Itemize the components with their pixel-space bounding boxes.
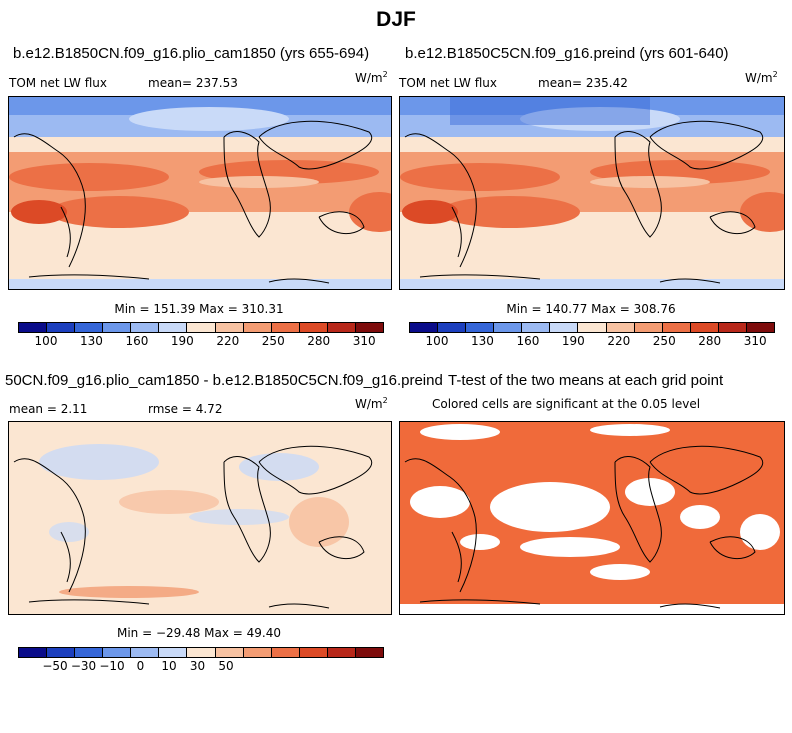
mean-top-left: mean= 237.53 (148, 76, 238, 90)
colorbar-swatch (103, 648, 132, 657)
colorbar-tick-label: 280 (307, 334, 331, 348)
colorbar-tick-label: 100 (34, 334, 58, 348)
colorbar-swatch (327, 323, 356, 332)
colorbar-swatch (355, 648, 384, 657)
colorbar-swatch (215, 323, 244, 332)
colorbar-tick-label: 190 (170, 334, 194, 348)
panel-subtitle-bottom-right: Colored cells are significant at the 0.0… (432, 397, 701, 411)
panel-title-top-left: b.e12.B1850CN.f09_g16.plio_cam1850 (yrs … (13, 45, 370, 62)
colorbar-swatch (662, 323, 691, 332)
map-bottom-left (8, 421, 392, 615)
colorbar-tick-label: 160 (516, 334, 540, 348)
difference-field (9, 422, 391, 614)
panel-title-top-right: b.e12.B1850C5CN.f09_g16.preind (yrs 601-… (405, 45, 729, 62)
colorbar-tick-label: 220 (216, 334, 240, 348)
colorbar-tick-label: 310 (743, 334, 767, 348)
colorbar-swatch (327, 648, 356, 657)
colorbar-swatch (243, 648, 272, 657)
colorbar-swatch (215, 648, 244, 657)
colorbar-swatch (299, 648, 328, 657)
colorbar-swatch (75, 323, 104, 332)
map-bottom-right (399, 421, 785, 615)
colorbar-tick-label: −10 (99, 659, 125, 673)
colorbar-swatch (494, 323, 523, 332)
colorbar-tick-label: 50 (218, 659, 234, 673)
colorbar-swatch (131, 323, 160, 332)
units-top-right: W/m2 (745, 70, 778, 85)
significance-field (400, 422, 784, 614)
colorbar-swatch (159, 323, 188, 332)
panel-label-top-left: TOM net LW flux (9, 76, 107, 90)
colorbar-swatch (75, 648, 104, 657)
colorbar-swatch (187, 648, 216, 657)
colorbar-swatch (243, 323, 272, 332)
colorbar-swatch (131, 648, 160, 657)
colorbar-swatch (522, 323, 551, 332)
colorbar-swatch (19, 648, 48, 657)
colorbar-top-right (409, 322, 775, 333)
figure-title: DJF (376, 8, 416, 31)
colorbar-swatch (187, 323, 216, 332)
colorbar-swatch (410, 323, 439, 332)
colorbar-swatch (578, 323, 607, 332)
colorbar-tick-label: 220 (607, 334, 631, 348)
colorbar-swatch (103, 323, 132, 332)
mean-bottom-left: mean = 2.11 (9, 402, 88, 416)
colorbar-tick-label: 100 (425, 334, 449, 348)
colorbar-tick-label: 190 (561, 334, 585, 348)
colorbar-tick-label: −30 (70, 659, 97, 673)
colorbar-swatch (466, 323, 495, 332)
colorbar-swatch (634, 323, 663, 332)
rmse-bottom-left: rmse = 4.72 (148, 402, 223, 416)
colorbar-tick-label: 10 (161, 659, 177, 673)
colorbar-swatch (355, 323, 384, 332)
colorbar-tick-label: 280 (698, 334, 722, 348)
colorbar-tick-label: 130 (470, 334, 494, 348)
colorbar-tick-label: 130 (79, 334, 103, 348)
colorbar-tick-label: −50 (42, 659, 68, 673)
colorbar-swatch (606, 323, 635, 332)
colorbar-tick-label: 160 (125, 334, 149, 348)
colorbar-swatch (271, 648, 300, 657)
colorbar-bottom-left (18, 647, 384, 658)
colorbar-swatch (159, 648, 188, 657)
units-bottom-left: W/m2 (355, 396, 388, 411)
colorbar-swatch (438, 323, 467, 332)
map-top-right (399, 96, 785, 290)
colorbar-tick-label: 250 (261, 334, 285, 348)
colorbar-swatch (299, 323, 328, 332)
mean-top-right: mean= 235.42 (538, 76, 628, 90)
colorbar-top-left (18, 322, 384, 333)
colorbar-swatch (47, 648, 76, 657)
mean-field-top-right (400, 97, 784, 289)
colorbar-swatch (718, 323, 747, 332)
colorbar-swatch (271, 323, 300, 332)
panel-label-top-right: TOM net LW flux (399, 76, 497, 90)
colorbar-swatch (690, 323, 719, 332)
map-top-left (8, 96, 392, 290)
colorbar-tick-label: 250 (652, 334, 676, 348)
stats-top-left: Min = 151.39 Max = 310.31 (114, 302, 284, 316)
panel-title-bottom-left: 50CN.f09_g16.plio_cam1850 - b.e12.B1850C… (5, 372, 443, 389)
colorbar-tick-label: 310 (352, 334, 376, 348)
colorbar-swatch (550, 323, 579, 332)
colorbar-swatch (19, 323, 48, 332)
colorbar-swatch (47, 323, 76, 332)
panel-title-bottom-right: T-test of the two means at each grid poi… (448, 372, 724, 389)
stats-top-right: Min = 140.77 Max = 308.76 (506, 302, 676, 316)
units-top-left: W/m2 (355, 70, 388, 85)
mean-field-top-left (9, 97, 391, 289)
colorbar-tick-label: 30 (189, 659, 206, 673)
colorbar-tick-label: 0 (136, 659, 145, 673)
colorbar-swatch (746, 323, 775, 332)
stats-bottom-left: Min = −29.48 Max = 49.40 (116, 626, 282, 640)
